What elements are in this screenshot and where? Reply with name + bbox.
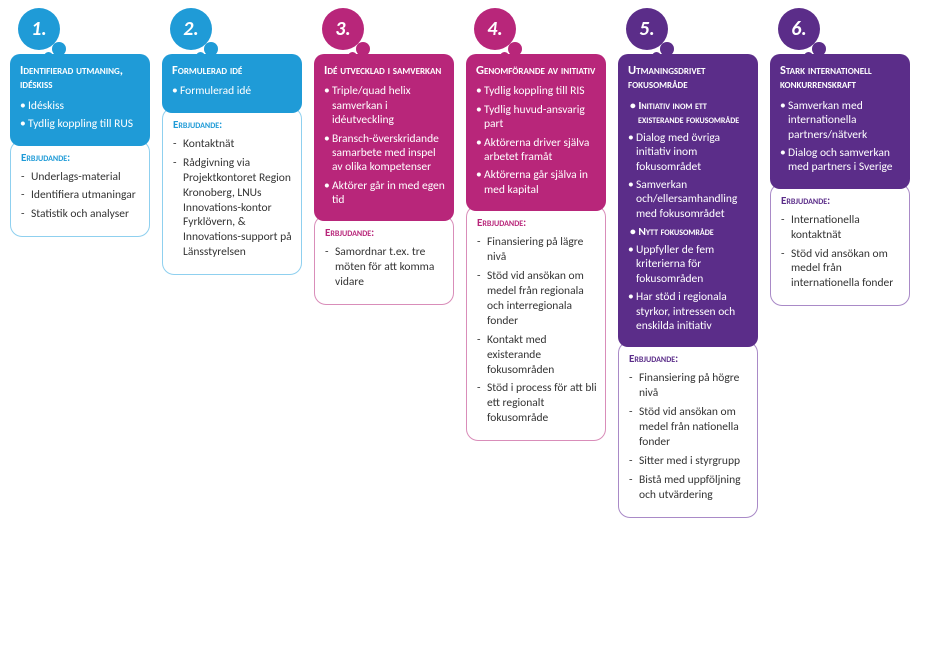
step-bullet: Aktörer går in med egen tid: [324, 179, 446, 208]
process-infographic: 1. Identifierad utmaning, idéskiss Idéskis…: [10, 8, 918, 518]
offer-box: Erbjudande: Finansiering på högre nivå Stö…: [618, 341, 758, 518]
step-title: Formulerad idé: [172, 64, 294, 78]
step-bullet: Aktörerna driver själva arbetet framåt: [476, 136, 598, 165]
offer-box: Erbjudande: Internationella kontaktnät Stö…: [770, 183, 910, 307]
offer-item: Bistå med uppföljning och utvärdering: [629, 473, 749, 503]
offer-list: Finansiering på lägre nivå Stöd vid ansök…: [477, 235, 597, 426]
offer-item: Statistik och analyser: [21, 207, 141, 222]
step-bullets: Idéskiss Tydlig koppling till RUS: [20, 99, 142, 132]
step-bullet: Idéskiss: [20, 99, 142, 113]
step-card: Genomförande av initiativ Tydlig koppling…: [466, 54, 606, 211]
offer-item: Stöd i process för att bli ett regionalt…: [477, 381, 597, 426]
offer-item: Kontaktnät: [173, 137, 293, 152]
step-bullet: Formulerad idé: [172, 84, 294, 98]
offer-label: Erbjudande:: [21, 151, 141, 164]
step-title: Stark internationell konkurrenskraft: [780, 64, 902, 93]
step-subhead: Nytt fokusområde: [634, 225, 750, 239]
offer-item: Underlags-material: [21, 170, 141, 185]
offer-list: Underlags-material Identifiera utmaningar…: [21, 170, 141, 223]
step-card: Stark internationell konkurrenskraft Samv…: [770, 54, 910, 189]
offer-list: Internationella kontaktnät Stöd vid ansök…: [781, 213, 901, 292]
step-number-wrap: 4.: [466, 8, 606, 60]
step-title: Utmaningsdrivet fokusområde: [628, 64, 750, 93]
step-column-2: 2. Formulerad idé Formulerad idé Erbjudande…: [162, 8, 302, 275]
step-bullets: Uppfyller de fem kriterierna för fokusom…: [628, 243, 750, 333]
step-column-3: 3. Idé utvecklad i samverkan Triple/quad h…: [314, 8, 454, 305]
step-card: Utmaningsdrivet fokusområde Initiativ ino…: [618, 54, 758, 347]
offer-list: Samordnar t.ex. tre möten för att komma …: [325, 245, 445, 290]
offer-label: Erbjudande:: [325, 226, 445, 239]
step-bullet: Tydlig huvud-ansvarig part: [476, 103, 598, 132]
step-bullet: Triple/quad helix samverkan i idéutveckl…: [324, 84, 446, 127]
offer-item: Samordnar t.ex. tre möten för att komma …: [325, 245, 445, 290]
offer-item: Kontakt med existerande fokusområden: [477, 333, 597, 378]
offer-label: Erbjudande:: [173, 118, 293, 131]
offer-label: Erbjudande:: [477, 216, 597, 229]
offer-list: Kontaktnät Rådgivning via Projektkontoret…: [173, 137, 293, 261]
step-bullet: Aktörerna går själva in med kapital: [476, 168, 598, 197]
step-bullet: Tydlig koppling till RUS: [20, 117, 142, 131]
offer-item: Stöd vid ansökan om medel från internati…: [781, 247, 901, 292]
offer-item: Stöd vid ansökan om medel från nationell…: [629, 405, 749, 450]
offer-label: Erbjudande:: [781, 194, 901, 207]
step-title: Genomförande av initiativ: [476, 64, 598, 78]
offer-list: Finansiering på högre nivå Stöd vid ansök…: [629, 371, 749, 503]
step-bullets: Samverkan med internationella partners/n…: [780, 99, 902, 175]
step-number-wrap: 5.: [618, 8, 758, 60]
step-number-wrap: 3.: [314, 8, 454, 60]
step-number-wrap: 6.: [770, 8, 910, 60]
offer-item: Stöd vid ansökan om medel från regionala…: [477, 269, 597, 329]
step-card: Idé utvecklad i samverkan Triple/quad hel…: [314, 54, 454, 221]
step-bullet: Samverkan och/ellersamhandling med fokus…: [628, 178, 750, 221]
step-bullets: Tydlig koppling till RIS Tydlig huvud-ans…: [476, 84, 598, 197]
step-card: Identifierad utmaning, idéskiss Idéskiss T…: [10, 54, 150, 146]
offer-item: Finansiering på högre nivå: [629, 371, 749, 401]
offer-item: Rådgivning via Projektkontoret Region Kr…: [173, 156, 293, 261]
step-card: Formulerad idé Formulerad idé: [162, 54, 302, 113]
step-bullets: Triple/quad helix samverkan i idéutveckl…: [324, 84, 446, 207]
step-bullet: Samverkan med internationella partners/n…: [780, 99, 902, 142]
step-column-1: 1. Identifierad utmaning, idéskiss Idéskis…: [10, 8, 150, 237]
step-bullet: Uppfyller de fem kriterierna för fokusom…: [628, 243, 750, 286]
step-column-5: 5. Utmaningsdrivet fokusområde Initiativ i…: [618, 8, 758, 518]
offer-item: Finansiering på lägre nivå: [477, 235, 597, 265]
step-number-wrap: 2.: [162, 8, 302, 60]
step-bullet: Dialog och samverkan med partners i Sver…: [780, 146, 902, 175]
step-title: Identifierad utmaning, idéskiss: [20, 64, 142, 93]
step-column-6: 6. Stark internationell konkurrenskraft Sa…: [770, 8, 910, 306]
offer-item: Internationella kontaktnät: [781, 213, 901, 243]
offer-item: Identifiera utmaningar: [21, 188, 141, 203]
step-subhead: Initiativ inom ett existerande fokusområ…: [634, 99, 750, 127]
step-number-wrap: 1.: [10, 8, 150, 60]
step-column-4: 4. Genomförande av initiativ Tydlig koppli…: [466, 8, 606, 441]
offer-item: Sitter med i styrgrupp: [629, 454, 749, 469]
step-bullet: Tydlig koppling till RIS: [476, 84, 598, 98]
step-bullet: Har stöd i regionala styrkor, intressen …: [628, 290, 750, 333]
step-bullets: Formulerad idé: [172, 84, 294, 98]
offer-label: Erbjudande:: [629, 352, 749, 365]
offer-box: Erbjudande: Underlags-material Identifiera…: [10, 140, 150, 238]
offer-box: Erbjudande: Kontaktnät Rådgivning via Proj…: [162, 107, 302, 276]
step-bullets: Dialog med övriga initiativ inom fokusom…: [628, 131, 750, 221]
step-bullet: Bransch-överskridande samarbete med insp…: [324, 132, 446, 175]
step-bullet: Dialog med övriga initiativ inom fokusom…: [628, 131, 750, 174]
step-title: Idé utvecklad i samverkan: [324, 64, 446, 78]
offer-box: Erbjudande: Finansiering på lägre nivå Stö…: [466, 205, 606, 441]
offer-box: Erbjudande: Samordnar t.ex. tre möten för…: [314, 215, 454, 305]
